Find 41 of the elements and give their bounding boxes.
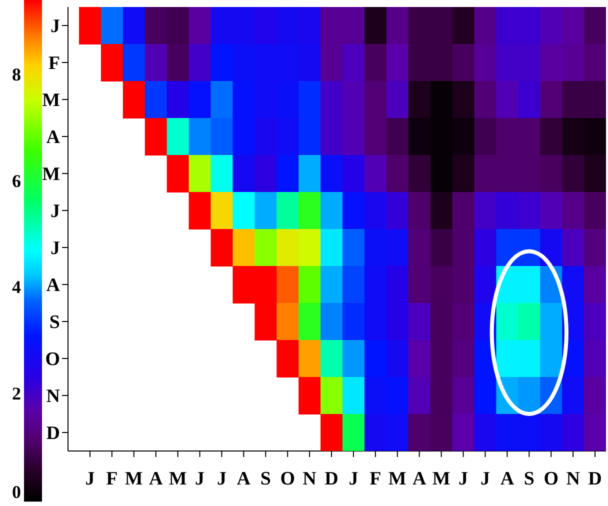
x-tick-label: N xyxy=(302,468,317,490)
x-tick-label: M xyxy=(388,468,406,490)
x-tick-label: D xyxy=(324,468,338,490)
y-tick-label: O xyxy=(45,349,60,370)
x-tick-label: D xyxy=(588,468,602,490)
x-tick-label: M xyxy=(124,468,143,490)
x-tick-label: O xyxy=(544,468,558,490)
x-tick-label: A xyxy=(412,468,426,490)
x-tick-label: J xyxy=(458,468,468,490)
y-tick-label: S xyxy=(49,312,60,334)
y-tick-label: D xyxy=(46,423,60,444)
y-tick-label: A xyxy=(46,275,60,296)
color-bar-label: 8 xyxy=(12,64,21,84)
x-tick-label: J xyxy=(195,468,205,490)
color-bar-label: 6 xyxy=(12,170,21,191)
x-tick-label: S xyxy=(260,468,271,490)
y-tick-label: M xyxy=(42,164,60,186)
y-tick-label: J xyxy=(50,201,60,222)
x-tick-label: A xyxy=(500,468,514,490)
x-tick-label: M xyxy=(432,468,450,490)
y-tick-label: M xyxy=(42,90,60,112)
color-bar-label: 2 xyxy=(12,384,21,404)
color-bar-label: 0 xyxy=(12,482,21,502)
x-tick-label: N xyxy=(566,468,580,490)
x-tick-label: S xyxy=(524,468,534,490)
x-tick-label: A xyxy=(236,468,251,490)
x-tick-label: J xyxy=(348,468,358,490)
x-tick-label: M xyxy=(168,468,187,490)
x-tick-label: J xyxy=(216,468,226,490)
x-tick-label: O xyxy=(280,468,295,490)
color-bar-label: 4 xyxy=(12,277,21,298)
y-tick-label: J xyxy=(50,238,60,260)
x-tick-label: J xyxy=(85,468,95,490)
y-tick-label: A xyxy=(46,127,60,148)
y-tick-label: J xyxy=(50,16,60,38)
y-tick-label: F xyxy=(48,53,60,74)
y-tick-label: N xyxy=(46,386,60,408)
x-tick-label: F xyxy=(106,468,118,490)
x-tick-label: J xyxy=(480,468,490,490)
x-tick-label: A xyxy=(148,468,163,490)
x-tick-label: F xyxy=(370,468,382,490)
